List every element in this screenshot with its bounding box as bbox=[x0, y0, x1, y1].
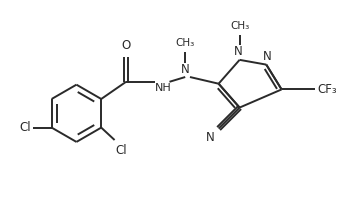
Text: N: N bbox=[181, 63, 190, 76]
Text: CH₃: CH₃ bbox=[176, 38, 195, 48]
Text: N: N bbox=[234, 45, 243, 58]
Text: CF₃: CF₃ bbox=[317, 83, 336, 96]
Text: NH: NH bbox=[155, 83, 172, 93]
Text: CH₃: CH₃ bbox=[230, 21, 249, 31]
Text: N: N bbox=[206, 131, 215, 144]
Text: Cl: Cl bbox=[19, 121, 31, 134]
Text: O: O bbox=[121, 39, 131, 52]
Text: N: N bbox=[263, 50, 272, 63]
Text: Cl: Cl bbox=[116, 144, 127, 157]
